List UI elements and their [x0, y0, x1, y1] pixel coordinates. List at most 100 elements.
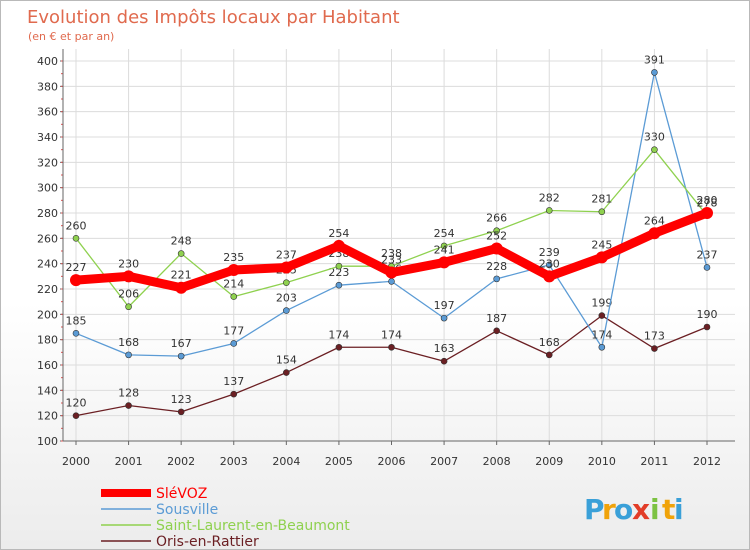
data-label-saint-laurent-en-beaumont: 214 — [223, 278, 244, 291]
x-tick-label: 2001 — [115, 455, 143, 468]
data-label-sl-voz: 230 — [118, 257, 139, 270]
brand-letter: x — [632, 493, 650, 526]
point-oris-en-rattier — [651, 345, 658, 352]
data-label-oris-en-rattier: 174 — [328, 328, 349, 341]
data-label-sousville: 237 — [697, 248, 718, 261]
point-sl-voz — [227, 264, 240, 276]
data-label-sousville: 197 — [434, 299, 455, 312]
data-label-sl-voz: 221 — [171, 269, 192, 282]
series-layer: 120 128 123 137 154 174 174 163 187 168 199 173 190 1… — [66, 53, 718, 419]
point-sl-voz — [280, 261, 293, 274]
legend-label-sl-voz: SléVOZ — [156, 486, 207, 502]
data-label-saint-laurent-en-beaumont: 281 — [591, 193, 612, 206]
point-oris-en-rattier — [440, 357, 448, 365]
brand-letter: P — [584, 493, 605, 526]
point-sousville — [545, 261, 553, 269]
point-saint-laurent-en-beaumont — [440, 242, 448, 250]
data-label-saint-laurent-en-beaumont: 206 — [118, 288, 139, 301]
data-label-sl-voz: 230 — [539, 257, 560, 270]
point-sl-voz — [490, 242, 503, 255]
point-oris-en-rattier — [598, 312, 606, 319]
x-tick-label: 2004 — [272, 455, 300, 468]
data-label-sousville: 185 — [66, 314, 87, 327]
data-label-oris-en-rattier: 190 — [697, 308, 718, 321]
point-sousville — [651, 69, 658, 76]
point-saint-laurent-en-beaumont — [283, 279, 290, 286]
y-tick-label: 300 — [37, 182, 58, 195]
data-label-saint-laurent-en-beaumont: 278 — [697, 197, 718, 210]
point-sl-voz — [175, 281, 188, 294]
data-label-sousville: 239 — [539, 246, 560, 259]
data-label-saint-laurent-en-beaumont: 254 — [434, 227, 455, 240]
data-label-oris-en-rattier: 163 — [434, 342, 455, 355]
chart-title: Evolution des Impôts locaux par Habitant — [27, 7, 400, 28]
y-tick-label: 340 — [37, 131, 58, 144]
brand-letter: r — [602, 493, 616, 526]
data-label-sl-voz: 280 — [697, 194, 718, 207]
x-tick-label: 2006 — [378, 455, 406, 468]
point-oris-en-rattier — [388, 343, 395, 351]
y-tick-label: 360 — [37, 106, 58, 119]
point-sousville — [230, 340, 238, 347]
point-sousville — [440, 314, 448, 322]
y-tick-label: 400 — [37, 55, 58, 68]
point-saint-laurent-en-beaumont — [335, 262, 343, 270]
point-sl-voz — [543, 270, 556, 283]
data-label-sousville: 168 — [118, 336, 139, 349]
y-tick-label: 220 — [37, 283, 58, 296]
data-label-sl-voz: 264 — [644, 214, 665, 227]
data-label-saint-laurent-en-beaumont: 266 — [486, 212, 507, 225]
x-tick-label: 2000 — [62, 455, 90, 468]
point-oris-en-rattier — [283, 369, 290, 376]
data-label-saint-laurent-en-beaumont: 248 — [171, 235, 192, 248]
point-oris-en-rattier — [335, 343, 343, 351]
point-sl-voz — [385, 266, 398, 279]
point-oris-en-rattier — [125, 402, 132, 409]
y-tick-label: 380 — [37, 80, 58, 93]
data-label-sousville: 167 — [171, 337, 192, 350]
point-sl-voz — [595, 251, 608, 264]
x-tick-label: 2012 — [693, 455, 721, 468]
point-sousville — [598, 343, 606, 351]
data-label-oris-en-rattier: 173 — [644, 330, 665, 343]
data-label-sousville: 203 — [276, 292, 297, 305]
point-oris-en-rattier — [177, 408, 185, 416]
point-sousville — [703, 264, 711, 271]
point-sl-voz — [70, 274, 82, 287]
data-label-oris-en-rattier: 128 — [118, 387, 139, 400]
point-sl-voz — [122, 270, 135, 283]
point-oris-en-rattier — [493, 327, 500, 335]
x-tick-label: 2003 — [220, 455, 248, 468]
x-tick-label: 2005 — [325, 455, 353, 468]
x-tick-label: 2008 — [483, 455, 511, 468]
data-label-sl-voz: 252 — [486, 229, 507, 242]
data-label-oris-en-rattier: 120 — [66, 397, 87, 410]
point-saint-laurent-en-beaumont — [545, 207, 553, 214]
y-tick-label: 140 — [37, 384, 58, 397]
chart-subtitle: (en € et par an) — [28, 30, 114, 43]
y-tick-label: 200 — [37, 308, 58, 321]
x-tick-label: 2010 — [588, 455, 616, 468]
point-sl-voz — [701, 207, 713, 219]
legend-label-saint-laurent-en-beaumont: Saint-Laurent-en-Beaumont — [156, 518, 350, 534]
point-sl-voz — [648, 227, 661, 240]
point-sousville — [72, 330, 80, 337]
point-saint-laurent-en-beaumont — [598, 208, 606, 216]
brand-letter: i — [674, 493, 684, 526]
data-label-oris-en-rattier: 123 — [171, 393, 192, 406]
point-saint-laurent-en-beaumont — [651, 146, 658, 153]
legend: SléVOZSousvilleSaint-Laurent-en-Beaumont… — [101, 486, 350, 549]
data-label-oris-en-rattier: 137 — [223, 375, 244, 388]
data-label-sl-voz: 245 — [591, 238, 612, 251]
data-label-saint-laurent-en-beaumont: 330 — [644, 131, 665, 144]
y-tick-label: 160 — [37, 359, 58, 372]
data-label-sousville: 391 — [644, 53, 665, 66]
data-label-oris-en-rattier: 168 — [539, 336, 560, 349]
point-sousville — [177, 352, 185, 360]
data-label-oris-en-rattier: 174 — [381, 328, 402, 341]
y-tick-label: 180 — [37, 334, 58, 347]
data-label-saint-laurent-en-beaumont: 260 — [66, 219, 87, 232]
y-tick-label: 320 — [37, 156, 58, 169]
